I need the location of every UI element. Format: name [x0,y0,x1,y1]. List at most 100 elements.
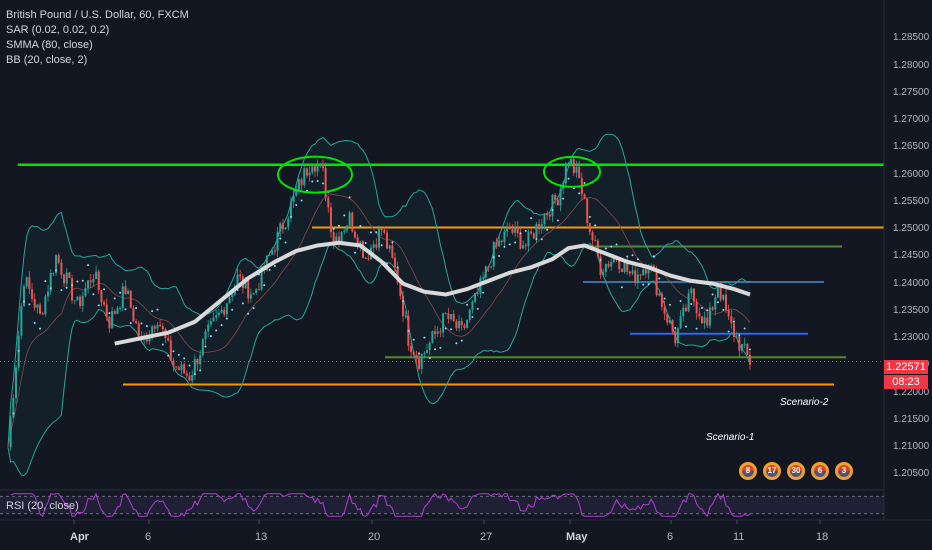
candle-body [292,195,295,202]
scenario-2-label[interactable]: Scenario-2 [780,397,829,408]
sar-dot [434,348,437,351]
candle-body [447,313,450,320]
event-badge[interactable]: 17 [761,460,783,482]
candle-body [564,164,567,184]
sar-dot [49,287,52,290]
candle-body [196,358,199,365]
candle-body [740,344,743,351]
price-tick-label: 1.28500 [893,32,930,44]
price-tick-label: 1.22000 [893,386,930,398]
sar-dot [12,412,15,415]
candle-body [602,271,605,276]
candle-body [503,231,506,243]
sar-indicator-label[interactable]: SAR (0.02, 0.02, 0.2) [6,24,110,36]
event-badge[interactable]: 3 [833,460,855,482]
candle-body [119,307,122,309]
candle-body [319,164,322,166]
candle-body [137,323,140,337]
candle-body [658,293,661,296]
candle-body [450,314,453,320]
candle-body [303,168,306,186]
candle-body [327,197,330,208]
candle-body [463,325,466,328]
price-tick-label: 1.21000 [893,441,930,453]
candle-body [239,274,242,277]
sar-dot [311,180,314,183]
sar-dot [316,179,319,182]
candle-body [183,364,186,374]
candle-body [548,214,551,217]
sar-dot [177,353,180,356]
candle-body [188,375,191,381]
scenario-1-label[interactable]: Scenario-1 [706,432,755,443]
candle-body [610,261,613,267]
candle-body [175,366,178,368]
price-tick-label: 1.25500 [893,195,930,207]
economic-events: 8 17 30 6 3 [737,460,855,486]
candle-body [375,244,378,248]
candle-body [231,294,234,298]
sar-dot [215,329,218,332]
candle-body [348,212,351,226]
sar-dot [514,241,517,244]
price-tick-label: 1.24000 [893,277,930,289]
sar-dot [727,330,730,333]
candle-body [300,179,303,186]
sar-dot [60,289,63,292]
sar-dot [450,328,453,331]
smma-path [114,240,751,346]
top-circle-2 [543,155,601,188]
sar-dot [620,286,623,289]
candle-body [353,231,356,238]
candle-body [386,232,389,249]
candle-body [249,294,252,299]
candle-body [642,269,645,276]
candle-body [92,279,95,283]
time-tick-label: 11 [733,531,745,543]
sar-dot [423,336,426,339]
sar-dot [642,283,645,286]
candle-body [60,262,63,275]
event-badge[interactable]: 8 [737,460,759,482]
time-tick-label: 18 [816,531,829,543]
rsi-band-fill [0,496,884,514]
candle-body [105,304,108,317]
candle-body [324,168,327,198]
smma-indicator-label[interactable]: SMMA (80, close) [6,39,93,51]
candle-body [20,306,23,336]
candle-body [351,212,354,232]
candle-body [511,229,514,233]
candle-body [257,289,260,291]
symbol-title[interactable]: British Pound / U.S. Dollar, 60, FXCM [6,9,189,21]
candle-body [455,321,458,329]
sar-dot [17,349,20,352]
event-badge[interactable]: 6 [809,460,831,482]
candle-body [588,222,591,233]
candle-body [594,240,597,242]
candle-body [530,231,533,234]
rsi-line [10,492,751,518]
sar-dot [524,229,527,232]
candle-body [97,271,100,291]
sar-dot [556,219,559,222]
sar-dot [412,338,415,341]
sar-dot [289,215,292,218]
candle-body [623,262,626,273]
candle-body [129,290,132,308]
candle-body [404,315,407,317]
candle-body [543,214,546,224]
candle-body [340,231,343,242]
sar-dot [706,309,709,312]
candle-body [316,165,319,172]
candle-body [439,331,442,333]
candle-body [634,270,637,283]
rsi-indicator-label[interactable]: RSI (20, close) [6,500,79,512]
candle-body [172,360,175,367]
sar-dot [615,243,618,246]
event-badge[interactable]: 30 [785,460,807,482]
bb-indicator-label[interactable]: BB (20, close, 2) [6,54,88,66]
sar-dot [428,357,431,360]
candle-body [732,323,735,337]
